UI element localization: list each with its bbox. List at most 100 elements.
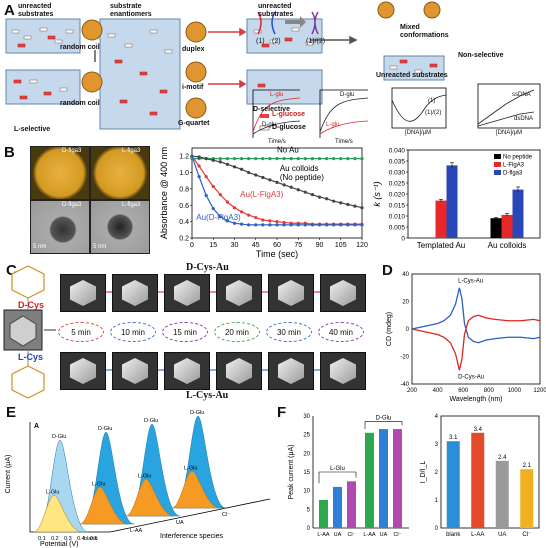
data-point xyxy=(225,157,230,161)
y-axis-label: Peak current (μA) xyxy=(288,445,295,500)
legend-swatch xyxy=(494,154,501,159)
d-glu-label: D-Glu xyxy=(52,434,66,440)
legend-l-glucose: L-glucose xyxy=(272,111,306,118)
y-tick-label: 0.035 xyxy=(389,159,406,166)
hexagonal-particle xyxy=(278,358,304,384)
data-point xyxy=(261,218,265,222)
y-tick-label: 0.4 xyxy=(179,219,189,226)
plot-frame xyxy=(411,273,541,385)
data-point xyxy=(289,223,293,227)
mini1-series-bot: D-glu xyxy=(262,122,277,128)
label-unreacted-sub: Unreacted substrates xyxy=(376,72,448,79)
value-label: 2.1 xyxy=(523,463,532,469)
data-point xyxy=(275,157,279,161)
x-category-label: L-AA xyxy=(471,532,484,538)
y-tick-label: 0 xyxy=(307,526,311,532)
annot-l-cys-au: L-Cys-Au xyxy=(458,278,483,284)
data-point xyxy=(268,157,272,161)
x-axis-label: Potential (V) xyxy=(40,541,79,548)
data-point xyxy=(275,220,279,224)
kinetics-line-chart: 0 15 30 45 60 75 90 105 120 0.2 0.4 0.6 0.8 1.0 1.2 Tim… xyxy=(159,146,368,259)
hexagonal-particle xyxy=(330,358,356,384)
x-tick-label: 1000 xyxy=(508,388,522,394)
d-glu-label: D-Glu xyxy=(98,426,112,432)
y-axis-label: CD (mdeg) xyxy=(386,312,393,346)
image-d-flga3-tem xyxy=(30,200,90,254)
box-unreacted-left xyxy=(5,18,81,54)
value-label: 3.4 xyxy=(474,427,483,433)
label-imotif: i-motif xyxy=(182,84,204,91)
img-label-4: L-flga3 xyxy=(122,202,141,208)
label-strand-2: (2) xyxy=(272,38,281,45)
value-label: 2.4 xyxy=(498,455,507,461)
y-tick-label: 0 xyxy=(435,526,439,532)
d-cys-label: D-Cys xyxy=(18,300,45,310)
l-glu-peak xyxy=(33,494,83,533)
mini1-xlabel: Time/s xyxy=(268,139,286,145)
label-mixed-conf: Mixed conformations xyxy=(400,24,449,39)
label-d-selective: D-selective xyxy=(253,106,290,113)
time-ellipse: 15 min xyxy=(162,322,208,342)
y-tick-label: 4 xyxy=(435,414,439,420)
mini3-xlabel: [DNA]/μM xyxy=(405,130,432,136)
d-glu-label: D-Glu xyxy=(144,418,158,424)
glucose-chips xyxy=(11,27,423,92)
bar xyxy=(333,486,342,528)
mini3-tag1: (1) xyxy=(428,98,436,104)
y-tick-label: 0.015 xyxy=(389,203,406,210)
data-point xyxy=(268,219,272,223)
group-bracket xyxy=(318,471,357,484)
y-tick-label: 1.2 xyxy=(179,154,189,161)
data-point xyxy=(324,197,329,201)
annot-colloid-1: Au colloids xyxy=(280,164,319,173)
time-ellipse: 30 min xyxy=(266,322,312,342)
x-tick-label: 0 xyxy=(190,242,194,249)
data-point xyxy=(211,184,215,189)
box-l-selective xyxy=(5,69,81,105)
panel-a-schematic xyxy=(5,1,541,138)
x-category-label: Cl⁻ xyxy=(393,532,401,538)
group-label: L-Glu xyxy=(330,466,345,472)
image-l-flga3-sem xyxy=(90,146,150,200)
y-tick-label: 10 xyxy=(303,489,310,495)
hexagonal-particle xyxy=(226,280,252,306)
data-point xyxy=(282,223,286,227)
current-ratio-bar-chart: 0 1 2 3 4 I_D/I_L 3.1 blank 3.4 L-AA 2.4 UA 2.1 Cl⁻ xyxy=(420,414,540,538)
img-label-2: L-flga3 xyxy=(122,148,141,154)
panel-label-b: B xyxy=(4,144,15,161)
data-point xyxy=(211,206,215,211)
l-cys-label: L-Cys xyxy=(18,352,44,362)
bar xyxy=(347,481,356,528)
data-point xyxy=(261,175,265,180)
bar xyxy=(520,469,534,528)
panel-e: E Current (μA) Potential (V) Interference … xyxy=(0,404,275,548)
bar xyxy=(365,432,374,528)
y-tick-label: 0.040 xyxy=(389,148,406,155)
data-point xyxy=(310,223,315,227)
l-glu-peak xyxy=(125,478,175,517)
data-point xyxy=(296,188,300,192)
y-tick-label: 0 xyxy=(401,236,405,243)
legend-label: L-FlgA3 xyxy=(503,163,525,169)
data-point xyxy=(346,223,350,227)
data-point xyxy=(197,155,201,159)
group-label: D-Glu xyxy=(376,416,392,422)
annot-d-cys-au: D-Cys-Au xyxy=(458,375,484,381)
y-tick-label: 3 xyxy=(435,442,439,448)
data-point xyxy=(303,157,307,161)
group-bracket xyxy=(364,421,403,430)
legend-label: No peptide xyxy=(503,155,533,161)
bar xyxy=(495,460,509,528)
d-glu-label: D-Glu xyxy=(190,410,204,416)
l-cys-particle-image xyxy=(60,352,106,390)
l-glu-label: L-Glu xyxy=(46,489,59,495)
data-point xyxy=(232,221,237,225)
z-axis xyxy=(109,498,271,533)
x-tick-label: 15 xyxy=(209,242,217,249)
x-category-label: UA xyxy=(334,532,342,538)
data-point xyxy=(218,193,222,197)
data-point xyxy=(261,223,265,227)
data-point xyxy=(225,162,230,166)
data-point xyxy=(232,157,237,161)
mini2-xlabel: Time/s xyxy=(335,139,353,145)
